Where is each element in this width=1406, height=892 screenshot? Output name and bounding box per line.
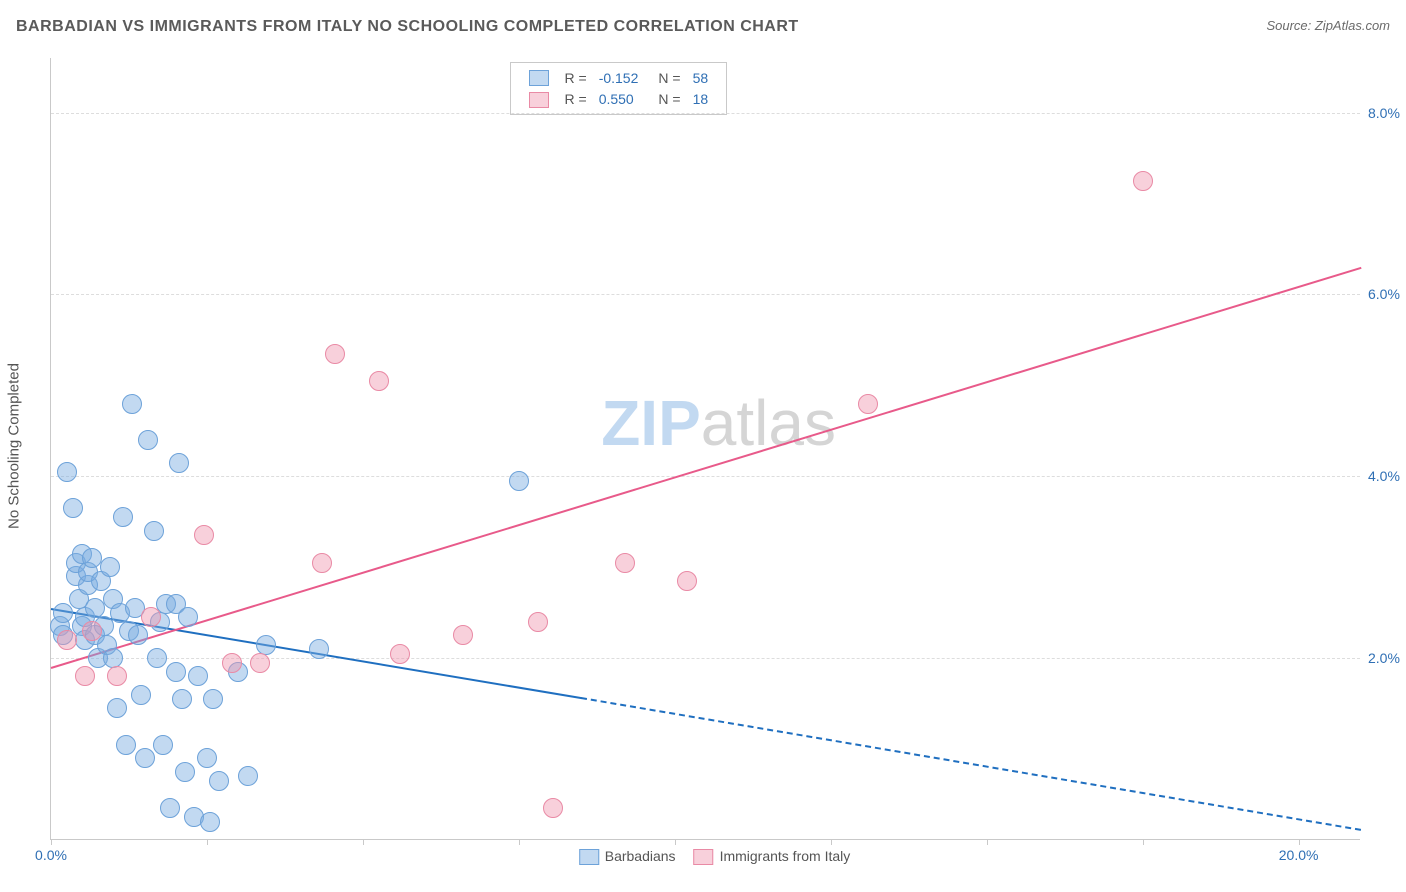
y-tick-label: 6.0% (1368, 286, 1406, 302)
gridline (51, 113, 1360, 114)
data-point (197, 748, 217, 768)
x-tick-mark (987, 839, 988, 845)
x-tick-mark (363, 839, 364, 845)
data-point (1133, 171, 1153, 191)
data-point (141, 607, 161, 627)
data-point (169, 453, 189, 473)
data-point (222, 653, 242, 673)
data-point (188, 666, 208, 686)
data-point (147, 648, 167, 668)
y-tick-label: 2.0% (1368, 650, 1406, 666)
data-point (144, 521, 164, 541)
data-point (543, 798, 563, 818)
data-point (677, 571, 697, 591)
data-point (82, 621, 102, 641)
legend-series: Barbadians Immigrants from Italy (561, 848, 851, 865)
gridline (51, 294, 1360, 295)
x-tick-mark (519, 839, 520, 845)
x-tick-mark (207, 839, 208, 845)
data-point (166, 662, 186, 682)
x-tick-mark (1143, 839, 1144, 845)
data-point (256, 635, 276, 655)
data-point (57, 630, 77, 650)
data-point (453, 625, 473, 645)
data-point (103, 648, 123, 668)
data-point (509, 471, 529, 491)
data-point (200, 812, 220, 832)
gridline (51, 476, 1360, 477)
x-tick-mark (1299, 839, 1300, 845)
legend-label: Barbadians (605, 848, 676, 864)
data-point (128, 625, 148, 645)
x-tick-label: 20.0% (1279, 847, 1319, 863)
x-tick-mark (51, 839, 52, 845)
chart-title: BARBADIAN VS IMMIGRANTS FROM ITALY NO SC… (16, 18, 799, 35)
data-point (63, 498, 83, 518)
y-tick-label: 8.0% (1368, 105, 1406, 121)
data-point (203, 689, 223, 709)
data-point (172, 689, 192, 709)
data-point (312, 553, 332, 573)
scatter-plot: ZIPatlas R =-0.152N =58R =0.550N =18 Bar… (50, 58, 1360, 840)
data-point (153, 735, 173, 755)
y-axis-label: No Schooling Completed (6, 363, 23, 529)
data-point (209, 771, 229, 791)
data-point (250, 653, 270, 673)
chart-header: BARBADIAN VS IMMIGRANTS FROM ITALY NO SC… (16, 18, 1390, 46)
regression-line (51, 267, 1362, 669)
data-point (53, 603, 73, 623)
data-point (615, 553, 635, 573)
data-point (390, 644, 410, 664)
data-point (160, 798, 180, 818)
data-point (107, 698, 127, 718)
data-point (100, 557, 120, 577)
regression-line (581, 697, 1361, 831)
legend-label: Immigrants from Italy (720, 848, 851, 864)
y-tick-label: 4.0% (1368, 468, 1406, 484)
data-point (82, 548, 102, 568)
data-point (309, 639, 329, 659)
data-point (138, 430, 158, 450)
data-point (113, 507, 133, 527)
data-point (325, 344, 345, 364)
watermark: ZIPatlas (601, 386, 836, 460)
source-label: Source: ZipAtlas.com (1266, 18, 1390, 33)
x-tick-label: 0.0% (35, 847, 67, 863)
data-point (135, 748, 155, 768)
data-point (858, 394, 878, 414)
data-point (194, 525, 214, 545)
data-point (528, 612, 548, 632)
x-tick-mark (831, 839, 832, 845)
data-point (75, 666, 95, 686)
data-point (57, 462, 77, 482)
data-point (122, 394, 142, 414)
legend-stats: R =-0.152N =58R =0.550N =18 (510, 62, 728, 115)
data-point (85, 598, 105, 618)
data-point (107, 666, 127, 686)
data-point (116, 735, 136, 755)
data-point (175, 762, 195, 782)
data-point (131, 685, 151, 705)
data-point (238, 766, 258, 786)
gridline (51, 658, 1360, 659)
data-point (178, 607, 198, 627)
data-point (369, 371, 389, 391)
x-tick-mark (675, 839, 676, 845)
